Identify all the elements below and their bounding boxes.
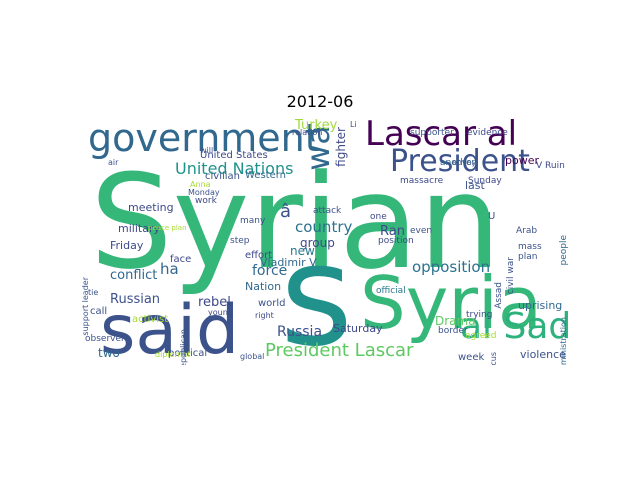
word-cloud-word: Li — [350, 120, 357, 129]
word-cloud-word: supporter — [410, 128, 454, 138]
word-cloud-word: ha — [160, 260, 179, 278]
word-cloud-word: evidence — [467, 128, 508, 138]
word-cloud-word: Western — [245, 170, 287, 181]
word-cloud-word: country — [295, 218, 353, 236]
word-cloud-word: Turkey — [295, 118, 338, 133]
word-cloud-word: call — [90, 306, 108, 317]
word-cloud-word: al Sad — [460, 306, 572, 347]
word-cloud-word: President — [390, 144, 530, 179]
word-cloud-word: â — [280, 201, 292, 222]
word-cloud-word: support leader — [81, 277, 90, 336]
word-cloud-word: force — [252, 263, 288, 279]
word-cloud-word: trying — [466, 310, 493, 320]
word-cloud-word: another — [440, 158, 476, 168]
word-cloud-word: Syrian — [90, 146, 502, 298]
word-cloud-word: Damascus — [489, 352, 498, 365]
word-cloud-word: administration — [559, 317, 568, 365]
word-cloud-word: uprising — [518, 299, 563, 312]
word-cloud-word: Drama — [435, 314, 476, 328]
word-cloud-word: tie — [88, 288, 99, 297]
word-cloud-word: Assad — [494, 282, 504, 309]
word-cloud-word: massacre — [400, 176, 444, 186]
word-cloud-word: Lascar al — [365, 117, 518, 154]
word-cloud-word: Sunday — [468, 176, 502, 186]
word-cloud-word: Arab — [516, 226, 538, 236]
word-cloud-word: world — [258, 298, 286, 309]
word-cloud-word: conflict — [110, 268, 158, 283]
word-cloud-word: two — [98, 346, 120, 360]
word-cloud-word: global — [240, 352, 265, 361]
word-cloud-word: political — [168, 348, 208, 359]
word-cloud-word: military — [118, 222, 160, 235]
word-cloud-word: Syria — [360, 261, 543, 345]
word-cloud-word: people — [559, 235, 569, 266]
word-cloud-word: new — [290, 244, 315, 258]
word-cloud-word: rebel — [198, 295, 231, 310]
word-cloud-word: official — [376, 286, 406, 296]
word-cloud-word: position — [378, 236, 414, 246]
word-cloud-word: V Ruin — [536, 161, 565, 171]
word-cloud-word: United Nations — [175, 159, 294, 178]
word-cloud-word: Nation — [245, 280, 282, 293]
word-cloud-word: President Lascar — [265, 340, 414, 361]
word-cloud-word: effort — [245, 250, 273, 261]
word-cloud-word: Russia — [277, 324, 323, 340]
word-cloud-word: Anna — [190, 180, 211, 189]
word-cloud-word: Vladimir V — [260, 256, 317, 269]
chart-title: 2012-06 — [286, 92, 354, 111]
word-cloud-word: Saturday — [333, 322, 383, 335]
word-cloud-word: will — [200, 146, 214, 155]
word-cloud-word: air — [108, 158, 119, 167]
word-cloud-word: opposition — [412, 258, 491, 276]
word-cloud-word: power — [505, 154, 539, 167]
word-cloud-word: said — [100, 291, 240, 365]
word-cloud-word: Friday — [110, 239, 144, 252]
word-cloud-word: group — [300, 236, 335, 250]
word-cloud-word: civilian — [205, 171, 240, 182]
word-cloud-word: meeting — [128, 201, 174, 214]
word-cloud: Syrian s said Syria government Lascar al Presi… — [80, 117, 575, 365]
word-cloud-word: observer — [85, 334, 125, 344]
word-cloud-word: young — [208, 308, 233, 317]
word-cloud-word: border — [438, 326, 468, 336]
word-cloud-word: Russian — [110, 292, 161, 307]
word-cloud-word: plan — [518, 252, 538, 262]
word-cloud-word: many — [240, 216, 266, 226]
word-cloud-word: Republican — [179, 329, 188, 365]
word-cloud-word: activist — [132, 314, 169, 325]
word-cloud-word: envoy — [452, 158, 477, 167]
word-cloud-word: government — [88, 117, 320, 160]
word-cloud-word: relation — [292, 128, 323, 137]
word-cloud-word: peace plan — [148, 224, 187, 232]
word-cloud-word: Ran — [380, 224, 405, 239]
word-cloud-word: U — [488, 211, 496, 222]
word-cloud-word: last — [465, 179, 485, 192]
word-cloud-word: step — [230, 236, 250, 246]
word-cloud-word: violence — [520, 348, 566, 361]
word-cloud-word: one — [370, 212, 387, 222]
word-cloud-word: work — [195, 196, 217, 206]
word-cloud-word: United States — [200, 150, 268, 161]
word-cloud-word: civil war — [506, 257, 516, 295]
word-cloud-word: face — [170, 254, 192, 265]
word-cloud-word: fighter — [334, 127, 348, 167]
word-cloud-word: agreed — [465, 331, 497, 341]
word-cloud-word: diplomat — [155, 350, 191, 359]
word-cloud-word: s — [280, 215, 353, 366]
word-cloud-word: right — [255, 311, 274, 320]
word-cloud-word: Monday — [188, 188, 220, 197]
word-cloud-word: mass — [518, 242, 542, 252]
word-cloud-word: attack — [313, 206, 342, 216]
word-cloud-word: week — [458, 352, 485, 363]
word-cloud-word: even — [410, 226, 433, 236]
